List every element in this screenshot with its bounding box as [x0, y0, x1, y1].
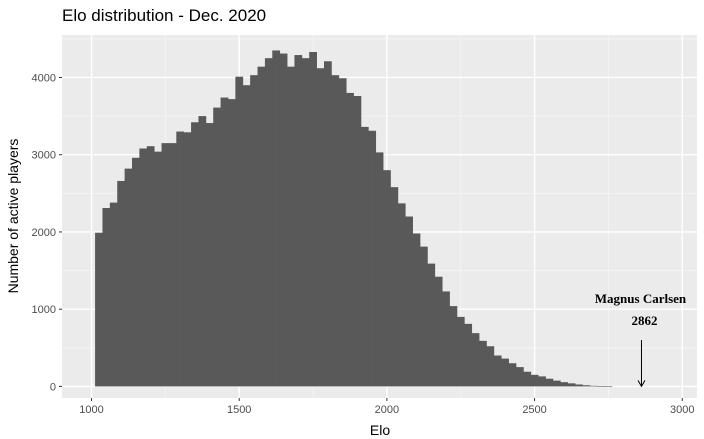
histogram-bar — [146, 146, 155, 387]
histogram-bar — [575, 384, 583, 387]
histogram-bar — [456, 316, 465, 387]
histogram-bar — [493, 355, 502, 387]
histogram-bar — [331, 75, 340, 387]
histogram-bar — [242, 85, 251, 387]
histogram-bar — [220, 97, 229, 387]
chart-title: Elo distribution - Dec. 2020 — [62, 6, 266, 25]
x-tick-label: 3000 — [670, 404, 694, 416]
histogram-bar — [191, 122, 199, 387]
histogram-bar — [139, 148, 148, 387]
histogram-bar — [604, 386, 613, 388]
histogram-bar — [442, 291, 450, 387]
histogram-bar — [272, 50, 281, 387]
histogram-bar — [205, 123, 214, 387]
histogram-bar — [449, 306, 458, 387]
histogram-bar — [168, 143, 177, 387]
histogram-bar — [279, 53, 288, 387]
histogram-bar — [257, 66, 266, 387]
histogram-bar — [530, 374, 539, 387]
histogram-bar — [589, 385, 598, 387]
x-tick-label: 2500 — [522, 404, 546, 416]
histogram-bar — [301, 58, 310, 387]
histogram-bar — [486, 346, 495, 387]
histogram-bar — [390, 187, 399, 387]
annotation-name: Magnus Carlsen — [595, 291, 687, 306]
annotation-value: 2862 — [631, 313, 657, 328]
histogram-bar — [102, 208, 111, 387]
histogram-bar — [346, 92, 354, 387]
histogram-bar — [109, 202, 118, 387]
histogram-bar — [552, 380, 561, 387]
x-axis-title: Elo — [370, 422, 390, 438]
histogram-bar — [375, 152, 384, 387]
histogram-bar — [360, 126, 369, 387]
histogram-bar — [294, 55, 303, 387]
histogram-bar — [161, 143, 170, 387]
histogram-bar — [213, 107, 222, 387]
histogram-bar — [464, 323, 473, 387]
histogram-bar — [338, 78, 347, 387]
histogram-bar — [560, 382, 569, 387]
histogram-bar — [183, 132, 192, 387]
histogram-bar — [471, 333, 480, 387]
histogram-bar — [427, 263, 436, 387]
y-tick-label: 1000 — [32, 304, 56, 316]
histogram-bar — [250, 75, 258, 387]
histogram-bar — [117, 180, 126, 387]
histogram-bar — [287, 66, 295, 387]
y-axis-ticks: 0 1000 2000 3000 4000 — [32, 72, 62, 393]
histogram-bar — [368, 130, 377, 387]
histogram-bar — [545, 378, 554, 387]
histogram-bar — [538, 376, 546, 387]
histogram-bar — [405, 216, 413, 387]
histogram-bar — [479, 340, 487, 387]
histogram-bar — [597, 386, 605, 387]
histogram-bar — [154, 151, 162, 387]
histogram-bar — [383, 170, 391, 387]
histogram-bar — [582, 385, 591, 387]
histogram-bar — [523, 371, 532, 387]
histogram-bar — [434, 276, 443, 387]
x-tick-label: 2000 — [375, 404, 399, 416]
histogram-bar — [124, 168, 133, 387]
y-tick-label: 0 — [50, 381, 56, 393]
y-tick-label: 2000 — [32, 227, 56, 239]
y-axis-title: Number of active players — [5, 139, 21, 294]
annotation-group: Magnus Carlsen 2862 — [595, 291, 687, 388]
annotation-arrowhead — [637, 380, 646, 388]
histogram-bar — [508, 363, 517, 387]
y-tick-label: 4000 — [32, 72, 56, 84]
histogram-bar — [95, 232, 103, 387]
histogram-bar — [235, 76, 244, 387]
x-axis-ticks: 1000 1500 2000 2500 3000 — [79, 398, 694, 416]
histogram-bar — [397, 203, 406, 387]
histogram-bar — [412, 233, 421, 387]
histogram-bar — [176, 131, 185, 387]
histogram-bar — [227, 99, 236, 387]
histogram-bar — [131, 157, 140, 387]
histogram-bar — [323, 61, 332, 387]
histogram-bar — [515, 367, 524, 387]
histogram-bar — [264, 58, 273, 387]
histogram-bar — [316, 68, 325, 387]
x-tick-label: 1000 — [79, 404, 103, 416]
histogram-bar — [198, 116, 207, 387]
histogram-bar — [309, 51, 317, 387]
x-tick-label: 1500 — [227, 404, 251, 416]
histogram-bar — [501, 358, 509, 387]
histogram-bar — [567, 383, 576, 387]
histogram-bar — [419, 246, 428, 387]
y-tick-label: 3000 — [32, 150, 56, 162]
histogram-bar — [353, 96, 362, 387]
histogram-bars — [95, 50, 613, 388]
